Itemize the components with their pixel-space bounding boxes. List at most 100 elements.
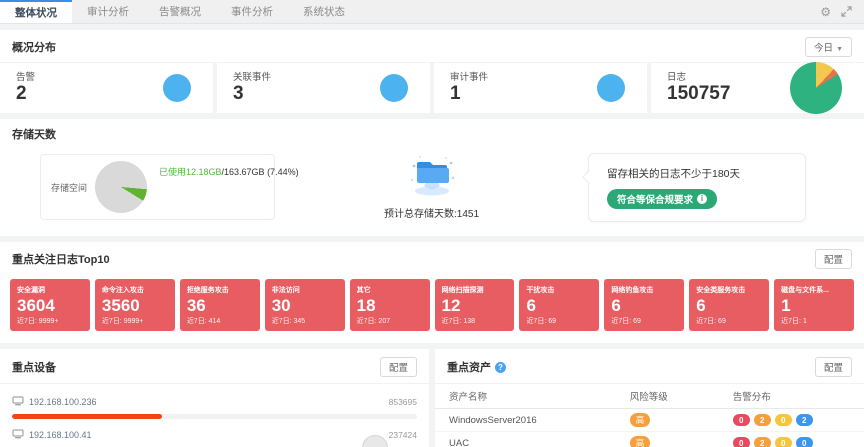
recent-value: 138 (463, 318, 476, 326)
log-card-value: 3604 (17, 295, 55, 315)
metric-logs[interactable]: 日志 150757 (651, 61, 864, 114)
log-card-other[interactable]: 其它 18 近7日: 207 (349, 278, 430, 332)
storage-pie (95, 161, 148, 214)
recent-label: 近7日: (696, 318, 717, 326)
recent-value: 9999+ (123, 318, 144, 326)
alarm-badge-low: 0 (795, 437, 813, 447)
device-ip: 192.168.100.236 (29, 397, 97, 408)
overview-section: 概况分布 今日 ▼ 告警 2 关联事件 3 审计事件 1 日志 150757 (0, 30, 864, 114)
recent-value: 69 (633, 318, 641, 326)
alarm-circle-icon (163, 73, 191, 102)
metric-label: 关联事件 (233, 72, 272, 83)
audit-circle-icon (597, 73, 625, 102)
device-log-count: 237424 (388, 430, 417, 441)
recent-label: 近7日: (186, 318, 207, 326)
top-logs-cards: 安全漏洞 3604 近7日: 9999+ 命令注入攻击 3560 近7日: 99… (0, 274, 864, 343)
log-card-recent: 近7日: 9999+ (17, 316, 83, 326)
recent-label: 近7日: (441, 318, 462, 326)
metric-correlated-events[interactable]: 关联事件 3 (217, 63, 430, 113)
log-card-recent: 近7日: 207 (357, 316, 423, 326)
metric-label: 告警 (16, 72, 36, 83)
device-row[interactable]: 192.168.100.236 853695 (12, 393, 417, 420)
log-card-value: 3560 (101, 295, 140, 315)
log-card-interference[interactable]: 干扰攻击 6 近7日: 69 (519, 278, 600, 332)
recent-value: 69 (718, 318, 726, 326)
top-logs-title: 重点关注日志Top10 (12, 253, 110, 266)
col-asset-name: 资产名称 (435, 384, 624, 410)
log-card-phishing[interactable]: 网络钓鱼攻击 6 近7日: 69 (604, 278, 685, 332)
tab-overall-status[interactable]: 整体状况 (0, 0, 72, 23)
log-card-recent: 近7日: 138 (442, 316, 508, 326)
device-log-count: 853695 (388, 397, 417, 408)
storage-days-block: 预计总存储天数:1451 (285, 154, 578, 220)
log-card-recent: 近7日: 414 (187, 316, 253, 326)
alarm-badge-medium: 0 (774, 437, 792, 447)
recent-label: 近7日: (17, 318, 37, 326)
help-question-icon[interactable]: ? (495, 361, 506, 373)
log-card-value: 30 (271, 295, 291, 315)
recent-value: 207 (378, 318, 391, 326)
log-card-title: 干扰攻击 (526, 286, 555, 294)
log-card-title: 磁盘与文件系... (781, 286, 829, 294)
log-card-title: 安全类服务攻击 (696, 286, 746, 294)
log-card-title: 网络钓鱼攻击 (611, 286, 654, 294)
compliance-button[interactable]: 符合等保合规要求 i (607, 188, 718, 209)
log-card-recent: 近7日: 69 (611, 316, 677, 326)
tab-alarm-overview[interactable]: 告警概况 (144, 0, 216, 23)
metric-label: 审计事件 (450, 72, 489, 83)
log-card-value: 12 (441, 295, 461, 315)
log-card-title: 命令注入攻击 (101, 286, 144, 294)
log-card-value: 6 (526, 295, 536, 315)
log-card-dos-attack[interactable]: 拒绝服务攻击 36 近7日: 414 (179, 278, 260, 332)
log-card-value: 6 (696, 295, 706, 315)
recent-value: 69 (548, 318, 557, 326)
compliance-tip-card: 留存相关的日志不少于180天 符合等保合规要求 i (588, 152, 806, 222)
log-card-value: 36 (186, 295, 206, 315)
tab-audit-analysis[interactable]: 审计分析 (72, 0, 144, 23)
recent-value: 414 (208, 318, 221, 326)
storage-used-text: 已使用12.18GB (159, 167, 222, 178)
date-filter-dropdown[interactable]: 今日 ▼ (805, 37, 852, 57)
metric-alarms[interactable]: 告警 2 (0, 63, 213, 113)
tab-system-status[interactable]: 系统状态 (288, 0, 360, 23)
alarm-badge-high: 2 (753, 437, 771, 447)
storage-total-text: /163.67GB (7.44%) (221, 167, 299, 178)
device-icon (12, 426, 24, 444)
metric-value: 1 (450, 83, 461, 104)
settings-gear-icon[interactable]: ⚙ (820, 4, 831, 19)
date-filter-value: 今日 (814, 43, 834, 54)
log-card-recent: 近7日: 69 (526, 316, 592, 326)
assets-section: 重点资产 ? 配置 资产名称 风险等级 告警分布 WindowsServer20… (435, 349, 864, 447)
recent-label: 近7日: (611, 318, 632, 326)
fullscreen-expand-icon[interactable] (841, 6, 852, 17)
devices-title: 重点设备 (12, 362, 56, 375)
asset-name: WindowsServer2016 (435, 408, 624, 433)
storage-usage-text: 已使用12.18GB/163.67GB (7.44%) (159, 165, 299, 178)
log-card-value: 18 (356, 295, 376, 315)
tab-event-analysis[interactable]: 事件分析 (216, 0, 288, 23)
log-card-cmd-injection[interactable]: 命令注入攻击 3560 近7日: 9999+ (94, 278, 175, 332)
recent-value: 9999+ (38, 318, 59, 326)
log-card-security-vuln[interactable]: 安全漏洞 3604 近7日: 9999+ (10, 278, 90, 332)
device-ip: 192.168.100.41 (29, 430, 92, 441)
log-card-disk-file[interactable]: 磁盘与文件系... 1 近7日: 1 (774, 278, 855, 332)
overview-metrics: 告警 2 关联事件 3 审计事件 1 日志 150757 (0, 61, 864, 114)
device-bar (12, 414, 417, 420)
assets-config-button[interactable]: 配置 (814, 357, 852, 378)
storage-space-card: 存储空间 已使用12.18GB/163.67GB (7.44%) (40, 154, 299, 221)
log-card-title: 安全漏洞 (17, 286, 45, 294)
devices-config-button[interactable]: 配置 (379, 357, 417, 378)
log-card-scan-probe[interactable]: 网络扫描探测 12 近7日: 138 (434, 278, 515, 332)
log-card-service-attack[interactable]: 安全类服务攻击 6 近7日: 69 (689, 278, 770, 332)
tab-label: 审计分析 (87, 6, 129, 18)
assets-title: 重点资产 (447, 362, 491, 375)
log-card-illegal-access[interactable]: 非法访问 30 近7日: 345 (264, 278, 345, 332)
recent-label: 近7日: (356, 318, 377, 326)
device-row[interactable]: 192.168.100.41 237424 (12, 426, 417, 447)
top-logs-config-button[interactable]: 配置 (814, 248, 852, 269)
device-bar-fill (12, 414, 162, 420)
metric-audit-events[interactable]: 审计事件 1 (434, 63, 647, 113)
